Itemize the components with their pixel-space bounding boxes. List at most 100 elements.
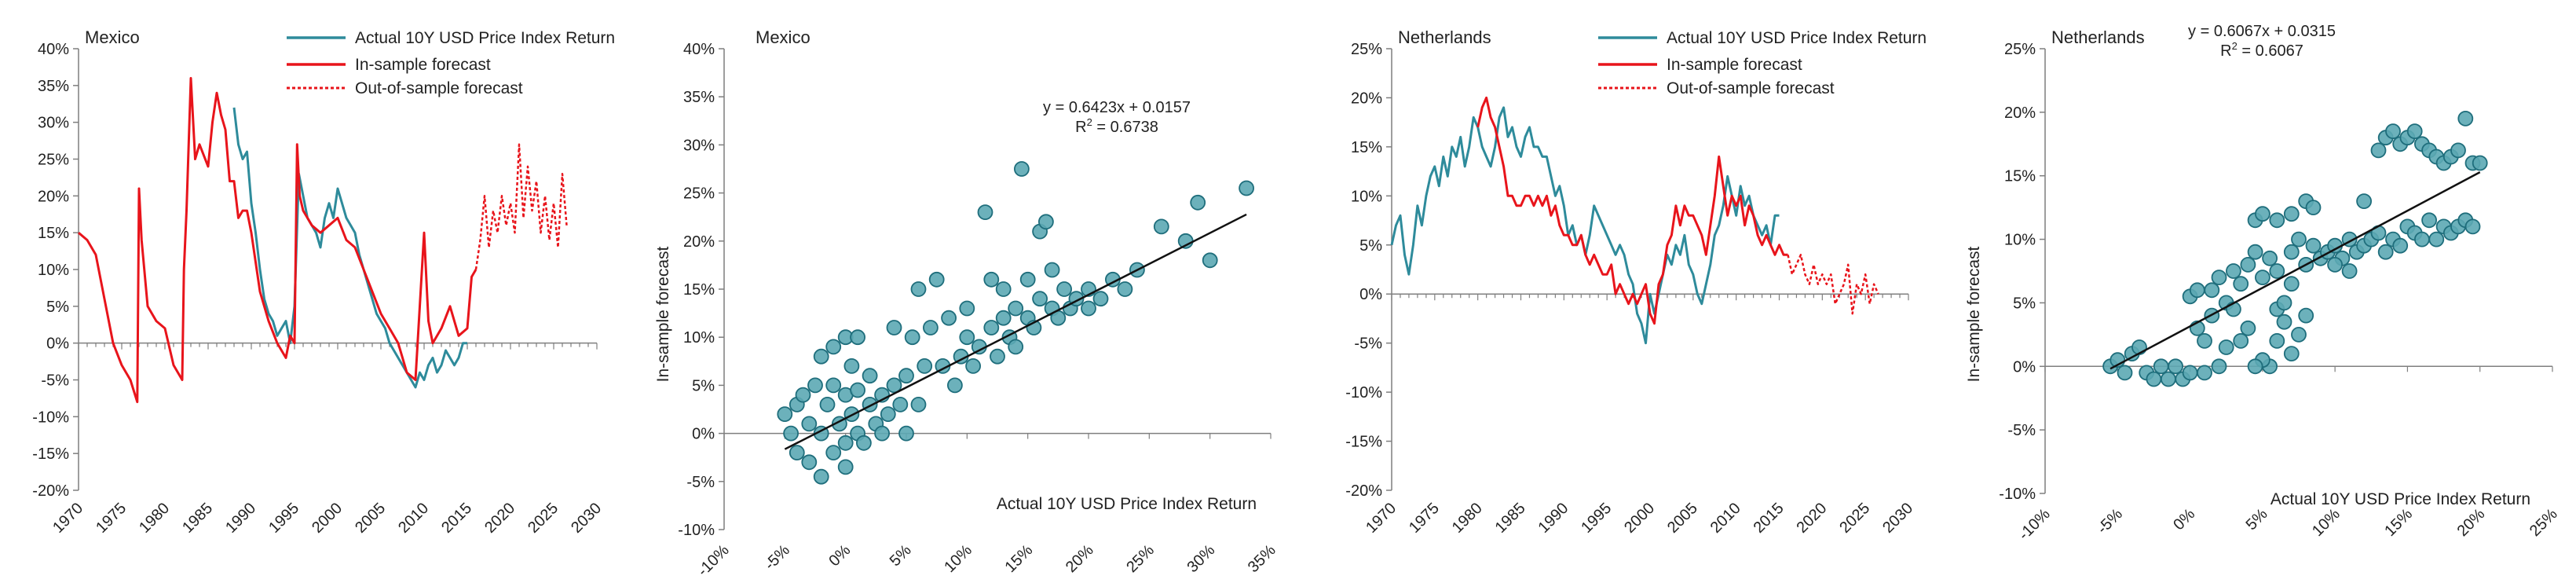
- scatter-point: [1044, 262, 1060, 278]
- y-tick-label: 5%: [46, 299, 69, 316]
- scatter-point: [2262, 250, 2278, 266]
- netherlands-timeseries-chart: -20%-15%-10%-5%0%5%10%15%20%25%1970 1975 1…: [1345, 28, 1927, 537]
- mexico-timeseries-chart: -20% -15% -10% -5% 0% 5% 10% 15% 20% 25% 30% 35% 40%…: [32, 28, 615, 537]
- netherlands-scatter-equation: y = 0.6067x + 0.0315: [2188, 23, 2336, 40]
- scatter-point: [825, 445, 842, 460]
- scatter-point: [2269, 332, 2285, 349]
- scatter-point: [977, 204, 993, 221]
- y-tick-label: 20%: [683, 233, 715, 251]
- x-tick-label: 1970: [49, 500, 86, 537]
- scatter-point: [2276, 295, 2292, 311]
- y-tick-label: -10%: [678, 522, 715, 539]
- scatter-point: [2160, 371, 2176, 387]
- scatter-point: [843, 358, 860, 374]
- x-tick-label: 1985: [179, 500, 216, 537]
- scatter-point: [856, 434, 872, 451]
- y-tick-label: 30%: [683, 137, 715, 154]
- scatter-point: [2254, 206, 2270, 222]
- scatter-point: [2392, 237, 2409, 254]
- scatter-point: [1202, 252, 1218, 269]
- y-tick-label: 10%: [1351, 188, 1382, 205]
- y-tick-label: -5%: [2007, 422, 2036, 439]
- x-tick-label: 0%: [825, 541, 854, 570]
- scatter-point: [2247, 358, 2263, 375]
- y-tick-label: -10%: [32, 409, 69, 426]
- legend-actual-label: Actual 10Y USD Price Index Return: [355, 29, 615, 47]
- scatter-point: [2225, 263, 2241, 279]
- x-tick-label: 15%: [2381, 505, 2416, 540]
- x-tick-label: 20%: [2454, 505, 2489, 540]
- y-tick-label: 30%: [38, 115, 69, 132]
- scatter-point: [892, 397, 909, 412]
- y-tick-label: 10%: [38, 262, 69, 279]
- x-tick-label: 1995: [1578, 500, 1615, 537]
- x-tick-label: 2025: [525, 500, 562, 537]
- x-tick-label: 2015: [1751, 500, 1787, 537]
- x-tick-label: 20%: [1063, 541, 1097, 576]
- scatter-point: [2377, 244, 2394, 260]
- x-tick-label: 2020: [481, 500, 518, 537]
- scatter-point: [1056, 281, 1072, 297]
- y-tick-label: 5%: [2013, 295, 2036, 312]
- mexico-timeseries-axes: -20% -15% -10% -5% 0% 5% 10% 15% 20% 25% 30% 35% 40%…: [32, 41, 605, 537]
- scatter-point: [2117, 365, 2133, 381]
- scatter-point: [2327, 256, 2344, 273]
- scatter-point: [2182, 365, 2198, 381]
- y-tick-label: 15%: [683, 281, 715, 299]
- scatter-point: [947, 377, 963, 394]
- scatter-point: [2240, 320, 2256, 336]
- x-tick-label: 15%: [1002, 541, 1037, 576]
- scatter-point: [1153, 218, 1169, 235]
- mexico-scatter-ylabel: In-sample forecast: [654, 246, 672, 382]
- scatter-point: [2356, 193, 2373, 210]
- y-tick-label: 20%: [1351, 90, 1382, 107]
- y-tick-label: -15%: [1345, 434, 1382, 451]
- y-tick-label: 25%: [2004, 41, 2036, 58]
- x-tick-label: 25%: [2527, 505, 2561, 540]
- scatter-point: [2269, 212, 2285, 229]
- scatter-point: [1092, 291, 1109, 307]
- legend-actual-label: Actual 10Y USD Price Index Return: [1667, 29, 1927, 47]
- scatter-point: [1014, 161, 1030, 177]
- x-tick-label: -5%: [2094, 505, 2126, 537]
- x-tick-label: 2005: [352, 500, 389, 537]
- y-tick-label: 20%: [38, 188, 69, 205]
- x-tick-label: 5%: [2243, 505, 2271, 534]
- scatter-point: [1008, 300, 1024, 317]
- scatter-point: [801, 416, 818, 432]
- scatter-point: [2370, 142, 2387, 159]
- scatter-point: [2168, 358, 2184, 375]
- mexico-scatter-points: [777, 161, 1254, 485]
- mexico-scatter-equation: y = 0.6423x + 0.0157: [1043, 99, 1191, 116]
- scatter-point: [2283, 244, 2300, 260]
- scatter-point: [2197, 332, 2212, 349]
- netherlands-scatter-xlabel: Actual 10Y USD Price Index Return: [2270, 490, 2530, 508]
- scatter-point: [2291, 326, 2307, 343]
- x-tick-label: 2005: [1664, 500, 1701, 537]
- x-tick-label: 1995: [265, 500, 302, 537]
- legend-oos-label: Out-of-sample forecast: [355, 79, 523, 97]
- scatter-point: [813, 468, 829, 485]
- mexico-scatter-xlabel: Actual 10Y USD Price Index Return: [997, 495, 1257, 513]
- scatter-point: [2428, 231, 2445, 248]
- x-tick-label: 1975: [93, 500, 130, 537]
- scatter-point: [1117, 281, 1133, 297]
- scatter-point: [898, 425, 914, 442]
- y-tick-label: -20%: [1345, 482, 1382, 500]
- y-tick-label: 35%: [38, 78, 69, 95]
- netherlands-timeseries-legend: Actual 10Y USD Price Index Return In-sam…: [1598, 29, 1927, 97]
- scatter-point: [2269, 263, 2285, 279]
- scatter-point: [2146, 371, 2162, 387]
- legend-insample-label: In-sample forecast: [1667, 56, 1802, 74]
- y-tick-label: 15%: [38, 225, 69, 242]
- netherlands-timeseries-lines: [1390, 96, 1879, 345]
- scatter-point: [2406, 123, 2423, 140]
- scatter-point: [801, 454, 818, 471]
- scatter-point: [886, 377, 902, 394]
- mexico-scatter-r2-symbol: R: [1075, 119, 1086, 136]
- scatter-point: [990, 348, 1005, 365]
- x-tick-label: -5%: [761, 541, 793, 574]
- scatter-point: [2385, 123, 2401, 140]
- scatter-point: [2204, 282, 2220, 299]
- netherlands-scatter-r2: R2 = 0.6067: [2220, 40, 2303, 60]
